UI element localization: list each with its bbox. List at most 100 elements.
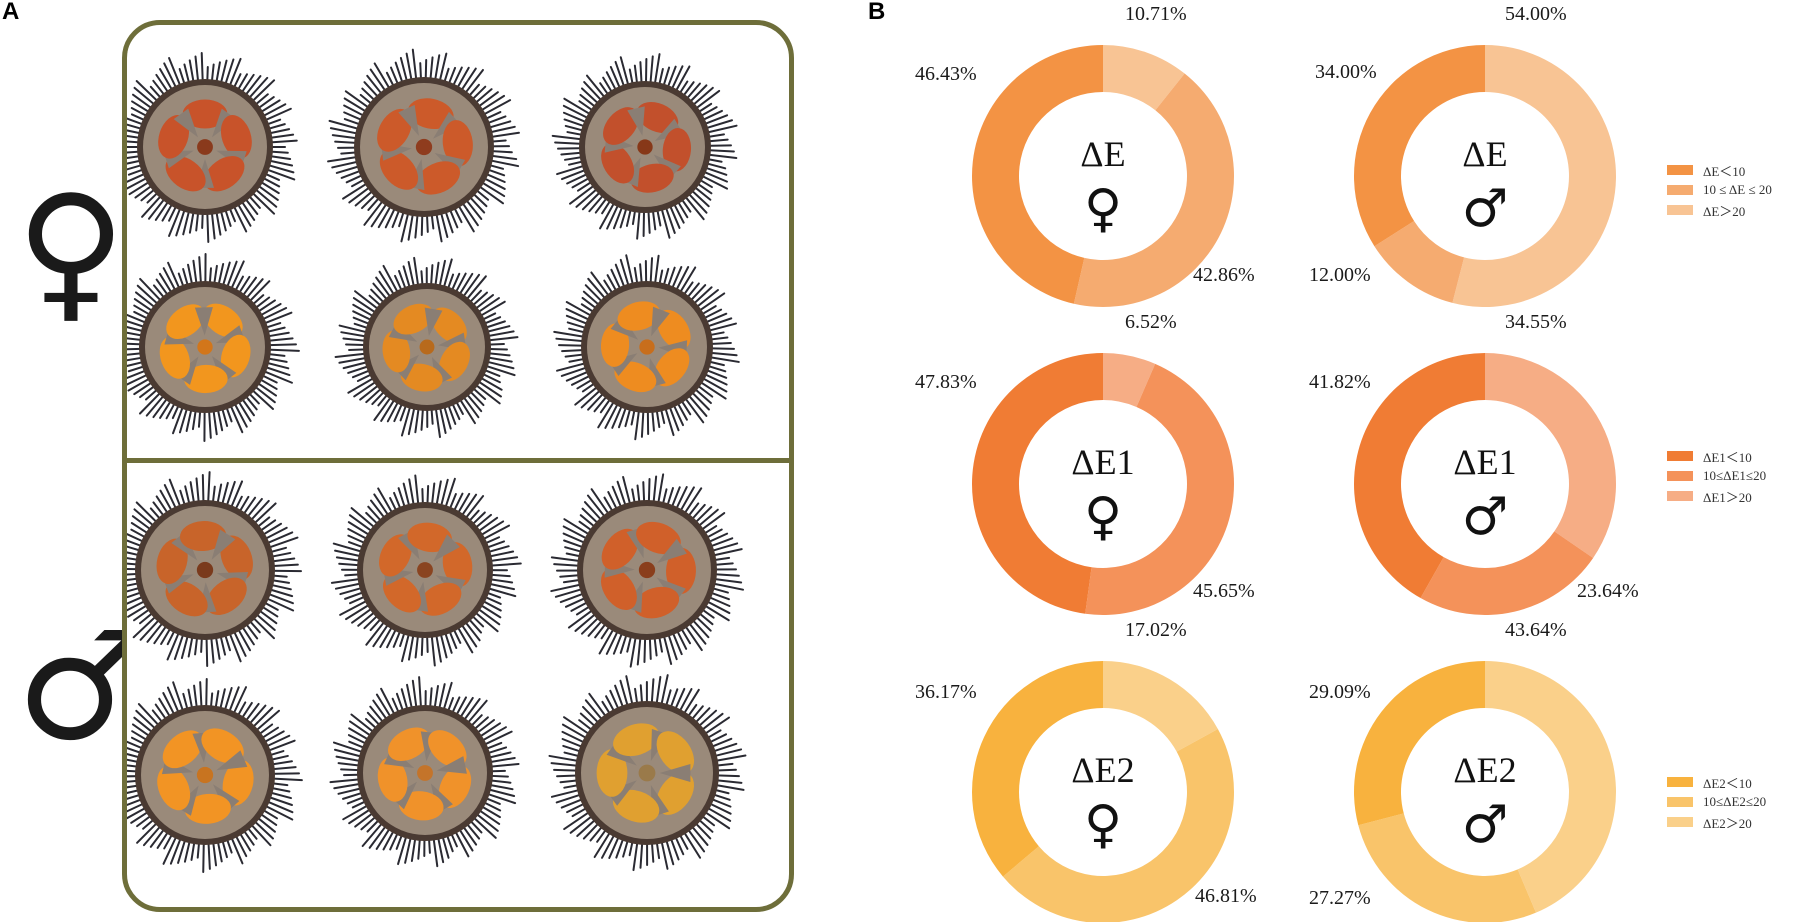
urchin-photo [334,256,519,439]
percent-label: 43.64% [1505,619,1567,641]
donut-segment-0 [972,661,1103,877]
legend-swatch [1667,471,1693,481]
urchin-photo [550,473,745,668]
legend-swatch [1667,165,1693,175]
percent-label: 34.00% [1315,61,1377,83]
donut-title: ΔE2 [1071,750,1134,790]
donut-segment-2 [1103,661,1218,752]
donut-dE2-male: 29.09% 27.27% 43.64% ΔE2 ♂ [1309,619,1616,922]
donut-segment-1 [1002,729,1235,922]
donut-sex-symbol: ♀ [1084,795,1122,855]
urchin-photo [327,48,520,243]
donut-title: ΔE1 [1453,442,1516,482]
percent-label: 36.17% [915,681,977,703]
legend-swatch [1667,777,1693,787]
donut-sex-symbol: ♂ [1462,487,1509,547]
donut-dE1-female: 47.83% 45.65% 6.52% ΔE1 ♀ [915,311,1255,615]
percent-label: 47.83% [915,371,977,393]
donut-dE-male: 34.00% 12.00% 54.00% ΔE ♂ [1309,3,1616,307]
legend-label: ΔE2＜10 [1703,775,1752,791]
urchin-photo [330,474,522,667]
donut-segment-2 [1485,353,1616,558]
legend-swatch [1667,451,1693,461]
donut-segment-0 [971,45,1103,304]
legend-swatch [1667,185,1693,195]
legend-de2: ΔE2＜10 10≤ΔE2≤20 ΔE2＞20 [1667,772,1766,832]
donut-segment-0 [1354,45,1485,247]
urchin-photo [329,676,520,868]
legend-swatch [1667,491,1693,501]
legend-item: 10≤ΔE2≤20 [1667,792,1766,812]
legend-label: ΔE＜10 [1703,163,1746,179]
percent-label: 23.64% [1577,580,1639,602]
donut-title: ΔE [1080,134,1125,174]
legend-de: ΔE＜10 10 ≤ ΔE ≤ 20 ΔE＞20 [1667,160,1772,220]
percent-label: 45.65% [1193,580,1255,602]
photo-divider [127,458,789,463]
percent-label: 46.43% [915,63,977,85]
donut-title: ΔE [1462,134,1507,174]
urchin-photo [548,674,747,872]
urchin-photo-grid [127,48,747,873]
donut-title: ΔE1 [1071,442,1134,482]
legend-item: ΔE1＞20 [1667,486,1766,506]
legend-item: 10≤ΔE1≤20 [1667,466,1766,486]
donut-sex-symbol: ♀ [1084,179,1122,239]
donut-sex-symbol: ♀ [1084,487,1122,547]
donut-dE2-female: 36.17% 46.81% 17.02% ΔE2 ♀ [915,619,1257,922]
female-symbol: ♀ [16,164,126,338]
donut-segment-1 [1358,813,1536,922]
panel-label-a: A [2,0,20,25]
percent-label: 54.00% [1505,3,1567,25]
legend-swatch [1667,205,1693,215]
legend-label: ΔE2＞20 [1703,815,1752,831]
donut-segment-0 [972,353,1103,614]
percent-label: 10.71% [1125,3,1187,25]
urchin-photo [127,678,303,873]
legend-item: ΔE＞20 [1667,200,1772,220]
percent-label: 34.55% [1505,311,1567,333]
urchin-photo [553,254,740,441]
panel-label-b: B [868,0,886,25]
legend-label: 10≤ΔE2≤20 [1703,794,1767,809]
legend-label: ΔE1＞20 [1703,489,1752,505]
percent-label: 41.82% [1309,371,1371,393]
legend-label: 10 ≤ ΔE ≤ 20 [1703,182,1772,197]
donut-segment-0 [1353,661,1485,826]
legend-item: ΔE2＞20 [1667,812,1766,832]
donut-sex-symbol: ♂ [1462,795,1509,855]
legend-label: 10≤ΔE1≤20 [1703,468,1767,483]
donut-segment-2 [1452,45,1616,307]
percent-label: 46.81% [1195,885,1257,907]
percent-label: 17.02% [1125,619,1187,641]
urchin-photo [127,471,302,667]
photo-panel [122,20,794,912]
legend-item: ΔE1＜10 [1667,446,1766,466]
legend-label: ΔE＞20 [1703,203,1746,219]
donut-segment-1 [1073,73,1234,308]
donut-segment-1 [1085,363,1234,615]
legend-label: ΔE1＜10 [1703,449,1752,465]
percent-label: 12.00% [1309,264,1371,286]
donut-title: ΔE2 [1453,750,1516,790]
legend-item: ΔE＜10 [1667,160,1772,180]
donut-segment-1 [1374,221,1465,303]
percent-label: 27.27% [1309,887,1371,909]
urchin-photo [127,253,300,442]
donut-dE-female: 46.43% 42.86% 10.71% ΔE ♀ [915,3,1255,308]
urchin-photo [127,52,298,243]
donut-segment-2 [1485,661,1616,913]
legend-de1: ΔE1＜10 10≤ΔE1≤20 ΔE1＞20 [1667,446,1766,506]
legend-item: 10 ≤ ΔE ≤ 20 [1667,180,1772,200]
donut-segment-1 [1420,531,1594,615]
donut-dE1-male: 41.82% 23.64% 34.55% ΔE1 ♂ [1309,311,1639,615]
percent-label: 42.86% [1193,264,1255,286]
legend-item: ΔE2＜10 [1667,772,1766,792]
percent-label: 6.52% [1125,311,1177,333]
percent-label: 29.09% [1309,681,1371,703]
legend-swatch [1667,797,1693,807]
urchin-photo [551,53,738,240]
donut-segment-2 [1103,353,1156,407]
donut-segment-0 [1354,353,1485,599]
